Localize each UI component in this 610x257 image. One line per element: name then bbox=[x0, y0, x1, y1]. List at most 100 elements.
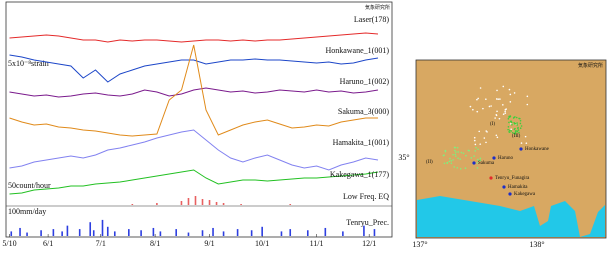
bar bbox=[236, 229, 239, 236]
quake-dot bbox=[476, 110, 479, 113]
panel-label: Low Freq. EQ bbox=[343, 192, 389, 201]
bar bbox=[10, 231, 13, 236]
bar bbox=[201, 199, 204, 205]
quake-dot bbox=[519, 127, 522, 130]
series-line bbox=[9, 32, 379, 43]
quake-dot bbox=[443, 162, 446, 165]
scale-label: 50count/hour bbox=[8, 181, 51, 190]
bar bbox=[92, 230, 95, 236]
station bbox=[508, 192, 512, 196]
x-tick-label: 12/1 bbox=[362, 239, 376, 248]
quake-dot bbox=[509, 93, 512, 96]
quake-dot bbox=[477, 97, 479, 100]
quake-dot bbox=[495, 134, 498, 137]
quake-dot bbox=[516, 130, 518, 132]
bar bbox=[152, 227, 155, 236]
quake-dot bbox=[508, 131, 511, 133]
bar bbox=[113, 231, 116, 236]
x-tick-label: 6/1 bbox=[43, 239, 53, 248]
station-label: Sakuma bbox=[478, 161, 495, 166]
series-label: Kakegawa_1(177) bbox=[330, 170, 389, 179]
quake-dot bbox=[475, 146, 477, 149]
quake-dot bbox=[514, 123, 516, 125]
station bbox=[492, 156, 496, 160]
quake-dot bbox=[496, 110, 498, 113]
quake-dot bbox=[454, 155, 457, 157]
bar bbox=[250, 230, 253, 236]
quake-dot bbox=[476, 98, 478, 101]
bar bbox=[61, 231, 63, 236]
quake-dot bbox=[513, 121, 515, 124]
quake-dots bbox=[442, 85, 529, 170]
bar bbox=[101, 219, 104, 236]
bar bbox=[106, 226, 109, 236]
series-line bbox=[9, 54, 379, 83]
quake-dot bbox=[474, 150, 477, 152]
quake-dot bbox=[473, 136, 476, 139]
quake-dot bbox=[479, 159, 482, 162]
quake-dot bbox=[510, 121, 513, 124]
quake-dot bbox=[502, 113, 505, 116]
credit: 気象研究所 bbox=[365, 4, 390, 11]
quake-dot bbox=[510, 130, 513, 132]
bar bbox=[222, 203, 225, 205]
quake-dot bbox=[525, 142, 528, 144]
quake-dot bbox=[513, 132, 516, 135]
station bbox=[489, 176, 493, 180]
quake-dot bbox=[508, 121, 510, 124]
quake-dot bbox=[517, 129, 520, 131]
series-line bbox=[9, 129, 379, 171]
quake-dot bbox=[524, 135, 527, 138]
quake-dot bbox=[508, 88, 511, 91]
x-tick-label: 7/1 bbox=[96, 239, 106, 248]
bar bbox=[19, 227, 21, 236]
quake-dot bbox=[448, 160, 451, 163]
quake-dot bbox=[483, 137, 486, 139]
quake-dot bbox=[482, 107, 484, 110]
quake-dot bbox=[509, 101, 512, 103]
quake-dot bbox=[515, 116, 518, 119]
bar bbox=[187, 232, 190, 236]
quake-dot bbox=[454, 153, 457, 156]
quake-dot bbox=[510, 128, 512, 131]
bar bbox=[280, 231, 283, 236]
station-label: Kakegawa bbox=[514, 192, 536, 197]
quake-dot bbox=[497, 98, 500, 100]
quake-dot bbox=[494, 117, 496, 119]
quake-dot bbox=[454, 149, 456, 152]
quake-dot bbox=[469, 105, 472, 108]
lat-label: 35° bbox=[398, 153, 409, 162]
series-label: Honkawane_1(001) bbox=[325, 46, 389, 55]
quake-dot bbox=[519, 119, 522, 122]
bar bbox=[187, 198, 190, 205]
quake-dot bbox=[526, 103, 529, 106]
quake-dot bbox=[508, 129, 511, 132]
station-label: Tenryu_Funagira bbox=[495, 176, 530, 181]
quake-dot bbox=[520, 125, 523, 127]
quake-dot bbox=[470, 157, 473, 159]
quake-dot bbox=[508, 116, 510, 119]
scale-label: 5x10⁻⁸strain bbox=[8, 59, 49, 68]
quake-dot bbox=[519, 122, 522, 125]
bar bbox=[89, 222, 92, 236]
station bbox=[472, 161, 476, 165]
quake-dot bbox=[459, 158, 462, 160]
scale-label: 100mm/day bbox=[8, 207, 46, 216]
bar bbox=[222, 231, 225, 236]
quake-dot bbox=[474, 143, 477, 146]
quake-dot bbox=[510, 123, 512, 125]
quake-dot bbox=[514, 131, 517, 134]
station bbox=[502, 185, 506, 189]
quake-dot bbox=[457, 151, 459, 153]
quake-dot bbox=[465, 154, 467, 157]
quake-dot bbox=[473, 155, 475, 157]
bar bbox=[324, 227, 327, 236]
quake-dot bbox=[505, 108, 507, 110]
quake-dot bbox=[495, 98, 498, 100]
quake-dot bbox=[504, 112, 507, 114]
region-label: (II) bbox=[426, 160, 433, 165]
bar bbox=[131, 204, 134, 205]
quake-dot bbox=[514, 133, 517, 135]
station bbox=[519, 147, 523, 151]
bar bbox=[66, 225, 69, 236]
